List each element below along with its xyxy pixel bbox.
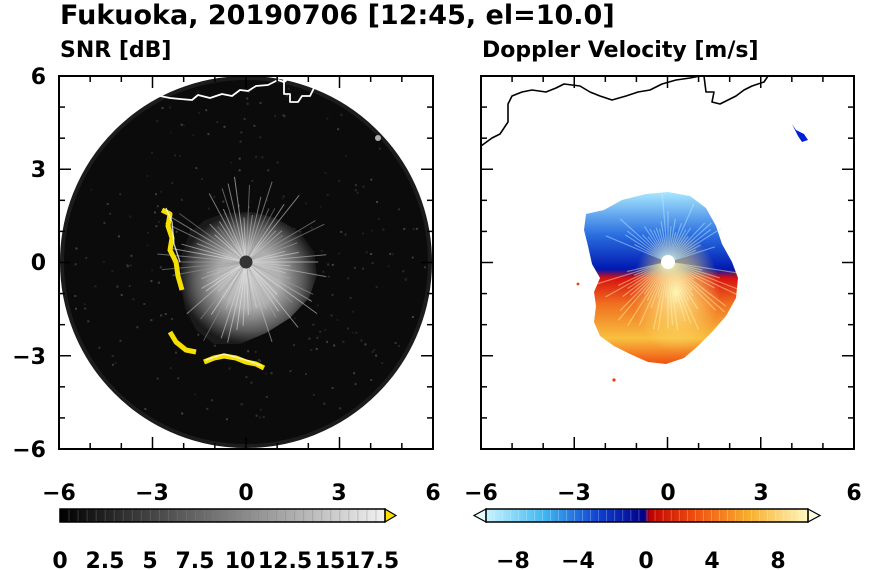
snr-colorbar-label: 17.5 xyxy=(345,549,399,570)
snr-colorbar-label: 0 xyxy=(52,549,67,570)
snr-ytick-label: 0 xyxy=(31,251,46,276)
velocity-xtick-label: 0 xyxy=(660,481,675,506)
snr-colorbar xyxy=(59,507,398,524)
figure-title: Fukuoka, 20190706 [12:45, el=10.0] xyxy=(60,0,615,31)
velocity-colorbar-label: 8 xyxy=(770,549,785,570)
velocity-xtick-label: 3 xyxy=(753,481,768,506)
snr-plot-area xyxy=(59,76,433,449)
snr-ytick-label: 6 xyxy=(31,65,46,90)
snr-colorbar-label: 12.5 xyxy=(258,549,312,570)
velocity-isolated-echo xyxy=(792,124,808,142)
snr-colorbar-label: 10 xyxy=(225,549,256,570)
snr-xtick-label: 3 xyxy=(331,481,346,506)
snr-ticks xyxy=(58,75,434,450)
snr-radar-site xyxy=(239,255,253,269)
snr-ytick-label: 3 xyxy=(31,158,46,183)
velocity-xtick-label: −3 xyxy=(557,481,591,506)
snr-xtick-label: 6 xyxy=(425,481,440,506)
velocity-xtick-label: 6 xyxy=(846,481,861,506)
velocity-colorbar-label: 4 xyxy=(704,549,719,570)
snr-panel-title: SNR [dB] xyxy=(60,38,171,63)
snr-colorbar-label: 15 xyxy=(315,549,346,570)
snr-colorbar-label: 5 xyxy=(142,549,157,570)
snr-xtick-label: 0 xyxy=(238,481,253,506)
snr-ytick-label: −6 xyxy=(12,438,46,463)
snr-ytick-label: −3 xyxy=(12,345,46,370)
snr-echo-texture xyxy=(157,176,327,343)
velocity-ticks xyxy=(480,75,855,450)
velocity-colorbar xyxy=(472,507,822,524)
velocity-colorbar-label: −8 xyxy=(496,549,530,570)
velocity-radar-site xyxy=(661,255,675,269)
velocity-coastline xyxy=(481,76,769,147)
snr-xtick-label: −6 xyxy=(42,481,76,506)
snr-colorbar-label: 7.5 xyxy=(176,549,215,570)
velocity-xtick-label: −6 xyxy=(464,481,498,506)
snr-white-speck-arc xyxy=(165,207,263,367)
velocity-center-highlight xyxy=(632,232,720,352)
snr-coastline xyxy=(159,76,327,103)
velocity-panel-title: Doppler Velocity [m/s] xyxy=(482,38,759,63)
velocity-colorbar-label: −4 xyxy=(561,549,595,570)
snr-xtick-label: −3 xyxy=(135,481,169,506)
velocity-colorbar-label: 0 xyxy=(638,549,653,570)
velocity-plot-area xyxy=(481,76,854,449)
snr-colorbar-label: 2.5 xyxy=(86,549,125,570)
